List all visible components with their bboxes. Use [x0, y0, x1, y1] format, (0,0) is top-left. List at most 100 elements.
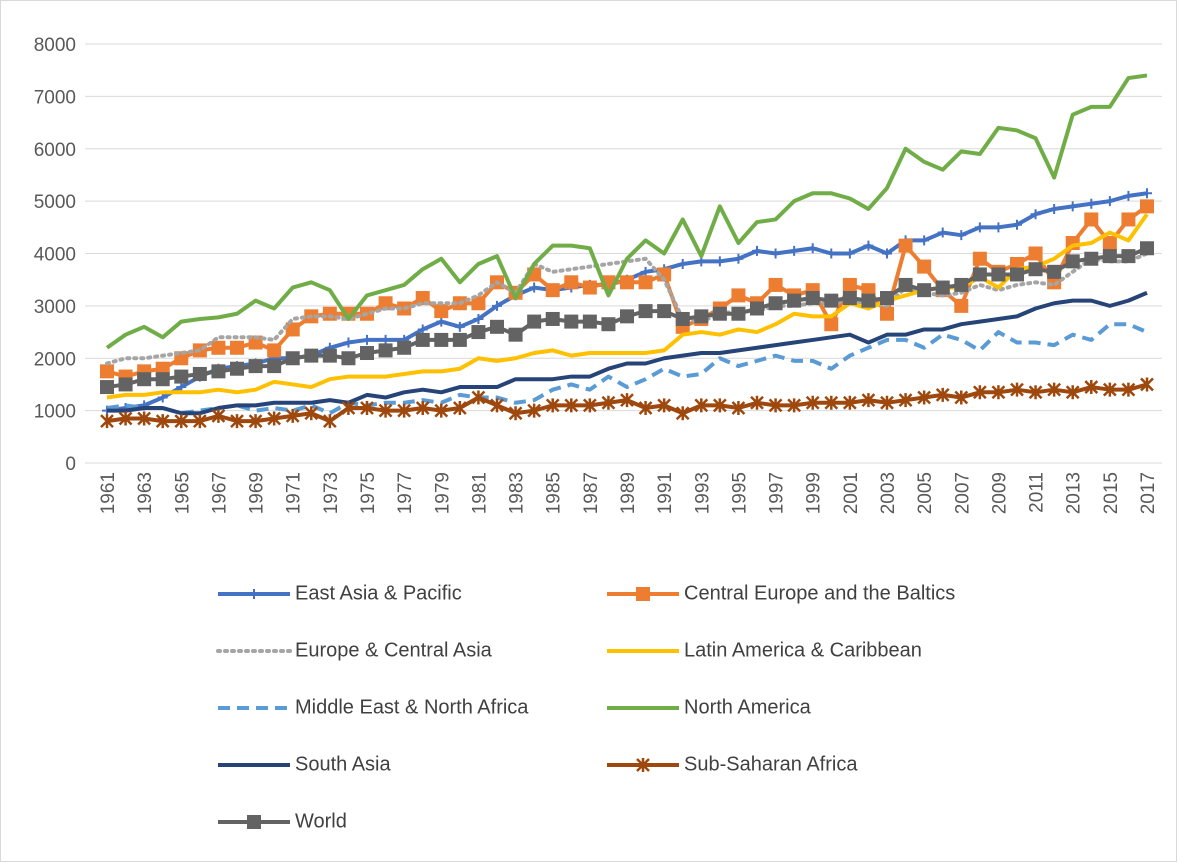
marker — [1102, 249, 1117, 264]
marker — [1084, 380, 1099, 395]
marker — [118, 377, 133, 392]
marker — [322, 414, 337, 429]
x-tick-label: 2017 — [1138, 472, 1159, 514]
marker — [529, 282, 540, 293]
x-tick-label: 1965 — [172, 472, 193, 514]
marker — [397, 340, 412, 355]
marker — [545, 398, 560, 413]
marker — [1047, 382, 1062, 397]
marker — [731, 288, 746, 303]
marker — [1102, 236, 1117, 251]
marker — [527, 403, 542, 418]
marker — [917, 283, 932, 298]
marker — [267, 359, 282, 374]
marker — [842, 291, 857, 306]
legend-label: Europe & Central Asia — [295, 639, 493, 661]
marker — [490, 319, 504, 334]
series — [100, 377, 1154, 429]
marker — [657, 267, 672, 282]
marker — [582, 280, 597, 295]
marker — [100, 414, 114, 429]
marker — [434, 304, 449, 319]
marker — [768, 296, 783, 311]
marker — [267, 343, 282, 358]
marker — [211, 408, 226, 423]
x-tick-label: 1979 — [432, 472, 453, 514]
marker — [248, 359, 263, 374]
marker — [636, 758, 650, 772]
marker — [787, 293, 802, 308]
marker — [473, 313, 484, 324]
legend-label: North America — [684, 696, 812, 718]
legend-label: East Asia & Pacific — [295, 582, 462, 604]
x-tick-label: 1975 — [358, 472, 379, 514]
marker — [694, 398, 709, 413]
marker — [898, 393, 913, 408]
marker — [954, 298, 969, 313]
marker — [230, 340, 244, 355]
marker — [898, 277, 913, 292]
marker — [657, 304, 672, 319]
marker — [917, 390, 932, 405]
marker — [434, 403, 449, 418]
marker — [956, 230, 967, 241]
y-tick-label: 5000 — [34, 192, 76, 213]
marker — [882, 248, 892, 259]
marker — [360, 401, 374, 416]
x-tick-label: 1991 — [655, 472, 676, 514]
marker — [100, 364, 114, 379]
marker — [842, 277, 857, 292]
marker — [974, 222, 985, 233]
marker — [1065, 385, 1080, 400]
marker — [508, 327, 523, 342]
y-tick-label: 4000 — [34, 245, 76, 266]
marker — [471, 325, 486, 340]
marker — [378, 296, 393, 311]
y-tick-label: 1000 — [34, 402, 76, 423]
x-tick-label: 2015 — [1101, 472, 1122, 514]
marker — [880, 291, 894, 306]
marker — [1028, 262, 1043, 277]
marker — [230, 414, 244, 429]
marker — [1049, 203, 1060, 214]
marker — [452, 332, 467, 347]
marker — [789, 245, 800, 256]
marker — [545, 283, 560, 298]
marker — [211, 364, 226, 379]
marker — [1047, 264, 1062, 279]
marker — [640, 266, 651, 277]
x-tick-label: 1997 — [767, 472, 788, 514]
marker — [322, 306, 337, 321]
marker — [1084, 251, 1099, 266]
marker — [322, 348, 337, 363]
y-tick-label: 0 — [65, 454, 76, 475]
marker — [247, 815, 261, 829]
marker — [362, 334, 372, 345]
series — [105, 73, 1148, 350]
marker — [880, 395, 894, 410]
marker — [1121, 249, 1136, 264]
marker — [285, 408, 300, 423]
marker — [155, 414, 170, 429]
x-tick-label: 1967 — [209, 472, 230, 514]
marker — [341, 351, 356, 366]
marker — [285, 322, 300, 337]
legend-entry: Sub-Saharan Africa — [607, 753, 858, 775]
y-tick-label: 6000 — [34, 140, 76, 161]
legend-label: World — [295, 810, 347, 832]
marker — [844, 248, 855, 259]
marker — [937, 227, 948, 238]
marker — [490, 398, 504, 413]
legend-entry: North America — [607, 696, 812, 718]
marker — [434, 332, 449, 347]
marker — [100, 380, 114, 395]
marker — [768, 277, 783, 292]
marker — [248, 335, 263, 350]
marker — [752, 245, 762, 256]
marker — [638, 304, 653, 319]
marker — [1104, 196, 1115, 207]
marker — [564, 275, 579, 290]
x-tick-label: 1993 — [692, 472, 713, 514]
